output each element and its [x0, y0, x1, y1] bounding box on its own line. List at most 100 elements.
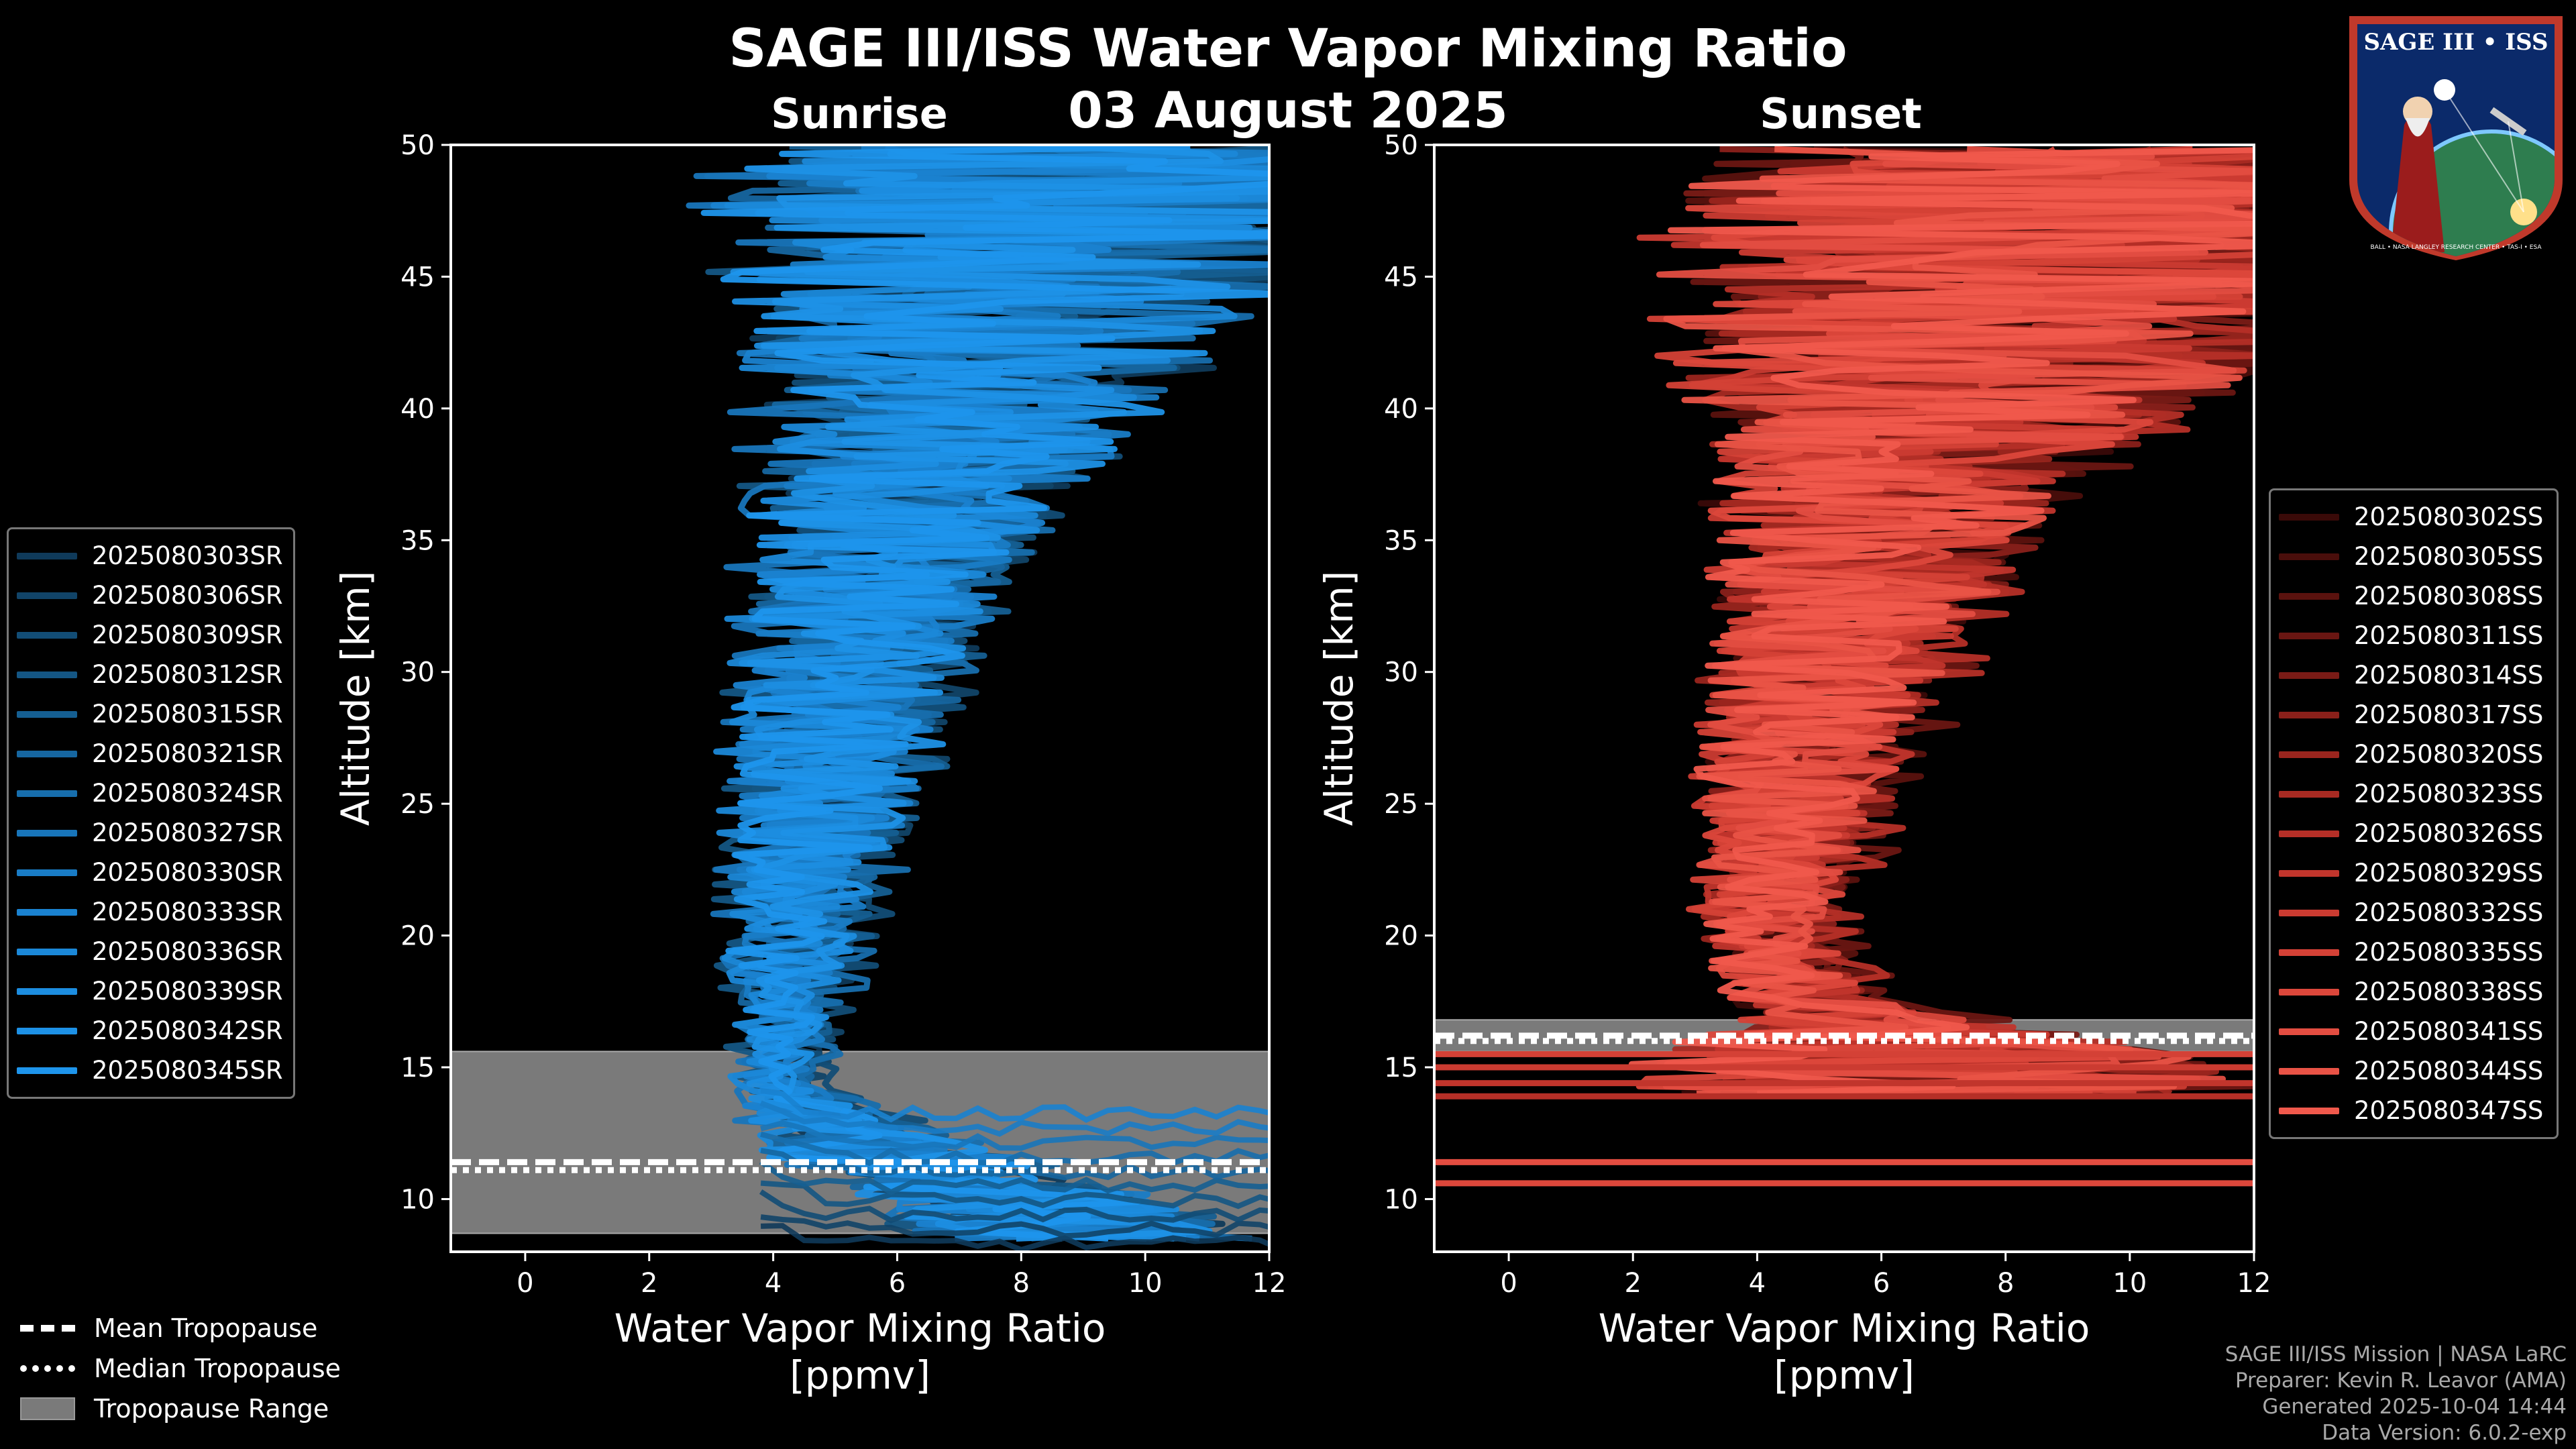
figure-date: 03 August 2025 [1068, 82, 1508, 140]
sunset-legend-label: 2025080326SS [2354, 819, 2544, 848]
sunset-legend-item: 2025080347SS [2279, 1091, 2548, 1130]
sunset-legend-label: 2025080320SS [2354, 740, 2544, 769]
figure-title: SAGE III/ISS Water Vapor Mixing Ratio [729, 19, 1847, 79]
sunrise-legend-swatch [17, 552, 77, 559]
sunset-legend-item: 2025080326SS [2279, 814, 2548, 853]
sunset-legend-label: 2025080341SS [2354, 1017, 2544, 1046]
sunrise-y-tick-label: 30 [400, 657, 435, 688]
sunset-x-axis-unit: [ppmv] [1774, 1352, 1915, 1398]
sunset-legend-swatch [2279, 1067, 2339, 1075]
sunset-x-tick-label: 8 [1997, 1268, 2014, 1299]
credit-mission: SAGE III/ISS Mission | NASA LaRC [2224, 1342, 2567, 1366]
sunrise-legend-swatch [17, 671, 77, 678]
sunset-legend-swatch [2279, 909, 2339, 916]
logo-earth [2391, 131, 2555, 256]
sunset-plot-area [1434, 146, 2254, 1187]
sunset-legend-item: 2025080320SS [2279, 735, 2548, 774]
sunset-legend-item: 2025080308SS [2279, 576, 2548, 616]
sunrise-legend-swatch [17, 710, 77, 718]
credit-preparer: Preparer: Kevin R. Leavor (AMA) [2235, 1368, 2567, 1393]
sunset-legend-label: 2025080302SS [2354, 502, 2544, 531]
sunset-legend-item: 2025080341SS [2279, 1012, 2548, 1051]
median-tropopause-label: Median Tropopause [94, 1354, 341, 1383]
sunset-legend-swatch [2279, 988, 2339, 996]
sunset-legend-label: 2025080308SS [2354, 582, 2544, 610]
sunrise-lower-profile-7 [760, 1120, 1269, 1151]
sunset-legend-label: 2025080344SS [2354, 1057, 2544, 1085]
sunrise-lower-profile-6 [760, 1131, 1269, 1167]
sunrise-y-tick-label: 10 [400, 1184, 435, 1215]
sunrise-lower-profile-3 [760, 1180, 1269, 1210]
sunset-legend-swatch [2279, 1107, 2339, 1114]
sunset-legend-swatch [2279, 830, 2339, 837]
sunrise-legend-swatch [17, 908, 77, 916]
legend-median-tropopause: Median Tropopause [20, 1348, 341, 1389]
sunrise-lower-profile-8 [759, 1100, 1269, 1137]
sunrise-legend-label: 2025080303SR [92, 541, 283, 570]
sunset-legend-swatch [2279, 1028, 2339, 1035]
sunset-legend-label: 2025080314SS [2354, 661, 2544, 690]
sunrise-legend-item: 2025080309SR [17, 615, 285, 655]
sunrise-x-tick-label: 4 [765, 1268, 782, 1299]
sunrise-x-axis-unit: [ppmv] [790, 1352, 930, 1398]
sunset-legend-swatch [2279, 751, 2339, 758]
sunset-legend-swatch [2279, 632, 2339, 639]
sunrise-y-tick-label: 20 [400, 921, 435, 952]
sunrise-legend-item: 2025080312SR [17, 655, 285, 694]
mean-tropopause-label: Mean Tropopause [94, 1313, 318, 1343]
sunrise-x-tick-label: 12 [1252, 1268, 1287, 1299]
sunrise-y-tick-label: 40 [400, 394, 435, 425]
sunrise-legend-swatch [17, 631, 77, 639]
logo-text: SAGE III • ISS [2363, 29, 2548, 56]
sunset-y-axis-label: Altitude [km] [1316, 571, 1362, 826]
sunrise-legend-label: 2025080327SR [92, 818, 283, 847]
sunrise-legend-label: 2025080321SR [92, 739, 283, 768]
sunrise-legend-label: 2025080315SR [92, 700, 283, 729]
credit-generated: Generated 2025-10-04 14:44 [2262, 1395, 2567, 1419]
sunrise-legend-swatch [17, 1027, 77, 1034]
sunrise-y-tick-label: 50 [400, 130, 435, 161]
sunrise-lower-profile-9 [760, 1087, 1269, 1123]
sunset-legend-swatch [2279, 513, 2339, 521]
sunrise-legend-item: 2025080330SR [17, 853, 285, 892]
sunset-legend-label: 2025080305SS [2354, 542, 2544, 571]
sunset-legend-item: 2025080323SS [2279, 774, 2548, 814]
sunrise-legend-label: 2025080324SR [92, 779, 283, 808]
sunrise-x-tick-label: 0 [517, 1268, 533, 1299]
sunrise-legend-item: 2025080345SR [17, 1051, 285, 1090]
sunrise-legend-item: 2025080342SR [17, 1011, 285, 1051]
tropopause-range-label: Tropopause Range [94, 1394, 329, 1424]
sunrise-y-tick-label: 15 [400, 1053, 435, 1083]
sunrise-legend-item: 2025080327SR [17, 813, 285, 853]
sunset-legend-item: 2025080302SS [2279, 497, 2548, 537]
sunrise-y-tick-label: 35 [400, 525, 435, 556]
sunset-y-tick-label: 10 [1384, 1184, 1418, 1215]
credits: SAGE III/ISS Mission | NASA LaRC Prepare… [2225, 1342, 2567, 1446]
sunrise-legend-item: 2025080306SR [17, 576, 285, 615]
sunrise-legend-swatch [17, 1067, 77, 1074]
credit-version: Data Version: 6.0.2-exp [2322, 1421, 2567, 1445]
sunset-legend-swatch [2279, 869, 2339, 877]
tropopause-range-swatch [20, 1397, 75, 1420]
sunset-legend-item: 2025080317SS [2279, 695, 2548, 735]
sunrise-legend-label: 2025080336SR [92, 937, 283, 966]
sunset-legend-label: 2025080332SS [2354, 898, 2544, 927]
legend-mean-tropopause: Mean Tropopause [20, 1308, 341, 1348]
sunset-y-tick-label: 15 [1384, 1053, 1418, 1083]
sunset-legend-item: 2025080332SS [2279, 893, 2548, 932]
sunset-legend-item: 2025080305SS [2279, 537, 2548, 576]
sunset-y-tick-label: 20 [1384, 921, 1418, 952]
sunrise-x-axis-label: Water Vapor Mixing Ratio [614, 1305, 1106, 1351]
sunset-legend-swatch [2279, 790, 2339, 798]
sunrise-legend-swatch [17, 829, 77, 837]
sunset-x-tick-label: 12 [2237, 1268, 2271, 1299]
sunrise-legend: 2025080303SR 2025080306SR 2025080309SR 2025… [7, 527, 295, 1099]
sunset-x-tick-label: 2 [1625, 1268, 1642, 1299]
sunrise-x-tick-label: 6 [889, 1268, 906, 1299]
sunrise-legend-item: 2025080324SR [17, 773, 285, 813]
sunset-legend-item: 2025080329SS [2279, 853, 2548, 893]
sunset-legend-swatch [2279, 553, 2339, 560]
sunrise-y-tick-label: 25 [400, 789, 435, 820]
sunset-y-tick-label: 30 [1384, 657, 1418, 688]
